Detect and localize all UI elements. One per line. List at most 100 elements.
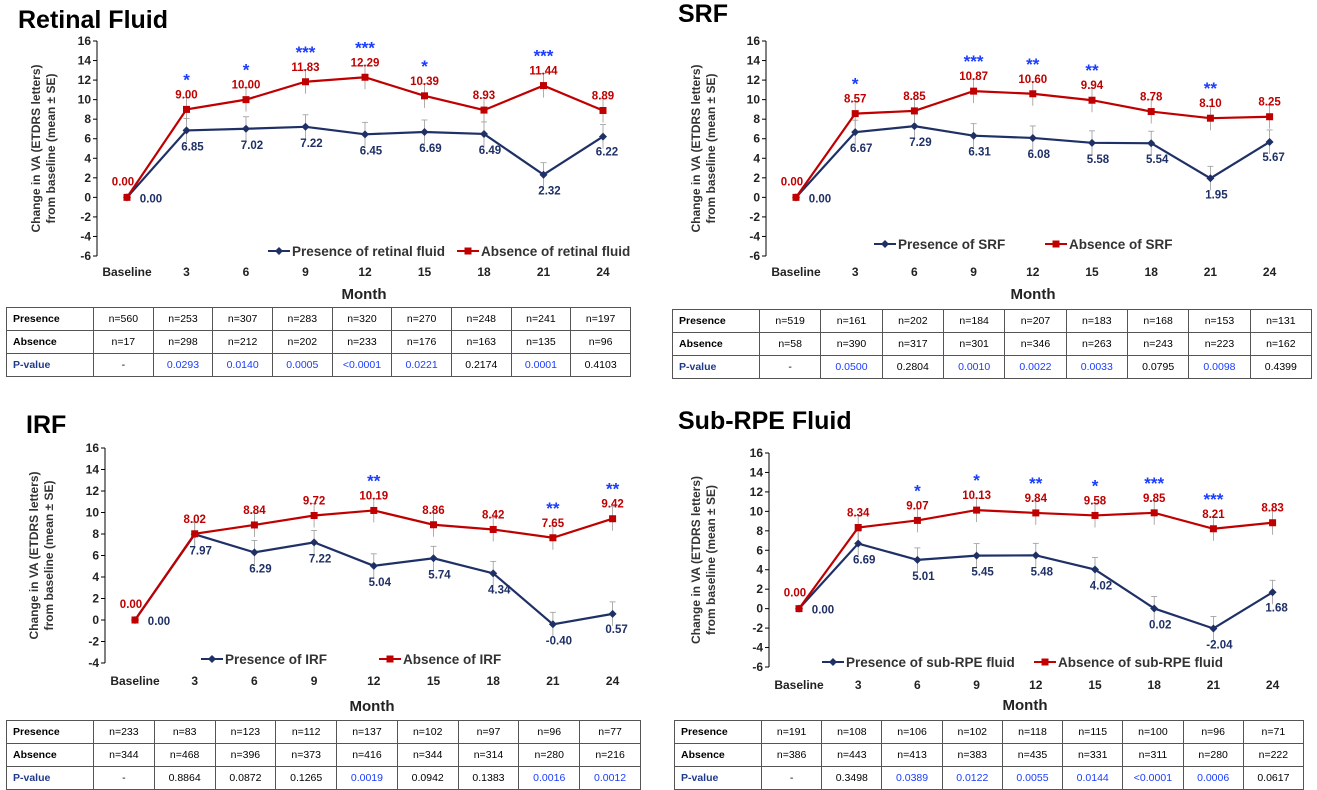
data-label: 5.74: [428, 569, 451, 581]
legend-marker: [386, 655, 394, 663]
data-point: [851, 110, 859, 118]
table-cell: n=77: [579, 720, 641, 744]
significance-star: **: [606, 480, 620, 499]
x-tick-label: 9: [973, 678, 980, 692]
legend: Presence of SRF Absence of SRF: [874, 237, 1173, 252]
y-axis: -4 -2 0 2 4 6 8 10 12 14 16: [86, 441, 106, 670]
data-point: [1209, 525, 1217, 533]
data-label: 0.00: [112, 176, 134, 188]
y-axis-label-line: from baseline (mean ± SE): [704, 485, 718, 635]
data-label: 8.83: [1261, 503, 1283, 515]
table-cell: n=344: [396, 743, 459, 767]
table-row: P-value -0.8864 0.0872 0.1265 0.0019 0.0942 0.…: [6, 766, 641, 790]
y-tick-label: -2: [749, 210, 760, 224]
table-cell: n=100: [1122, 720, 1184, 744]
y-tick-label: 0: [92, 613, 99, 627]
y-tick-label: -6: [752, 660, 763, 674]
data-point: [549, 534, 557, 542]
data-point: [131, 616, 139, 624]
table-irf: Presence n=233 n=83 n=123 n=112 n=137 n=102 n=9…: [6, 720, 641, 790]
table-cell: 0.0221: [391, 353, 452, 377]
legend-entry: Presence of retinal fluid: [292, 244, 445, 259]
table-row: Presence n=519 n=161 n=202 n=184 n=207 n=183 n=…: [672, 309, 1313, 333]
y-tick-label: 12: [750, 485, 764, 499]
data-point: [910, 122, 919, 131]
data-label: 11.83: [291, 62, 319, 74]
y-axis-label: Change in VA (ETDRS letters) from baselin…: [689, 64, 718, 232]
data-label: 0.00: [781, 176, 803, 188]
table-cell: 0.0006: [1182, 766, 1244, 790]
data-label: 6.49: [479, 145, 501, 157]
table-srf: Presence n=519 n=161 n=202 n=184 n=207 n=183 n=…: [672, 309, 1313, 379]
data-point: [302, 78, 309, 86]
legend: Presence of IRF Absence of IRF: [201, 652, 501, 667]
legend-entry: Absence of IRF: [403, 652, 501, 667]
data-label: 10.13: [962, 490, 991, 502]
data-label: 5.04: [369, 577, 392, 589]
data-point: [792, 193, 800, 201]
data-point: [851, 128, 860, 137]
data-label: 7.22: [300, 138, 322, 150]
table-cell: 0.0055: [1001, 766, 1064, 790]
y-tick-label: 2: [753, 171, 760, 185]
table-retinal-fluid: Presence n=560 n=253 n=307 n=283 n=320 n=270 n=…: [6, 307, 631, 377]
data-point: [1209, 624, 1218, 633]
significance-star: *: [852, 75, 859, 94]
data-point: [489, 569, 498, 578]
x-tick-label: 9: [311, 674, 318, 688]
x-tick-label: 21: [537, 265, 551, 279]
data-point: [608, 609, 617, 618]
x-tick-label: Baseline: [110, 674, 160, 688]
table-row-label: P-value: [6, 353, 94, 377]
data-point: [910, 107, 918, 115]
data-label: 6.31: [968, 147, 991, 159]
table-cell: n=233: [93, 720, 155, 744]
series-absence: 0.00 8.02 8.84 9.72 10.19 8.86 8.42 7.65 9.42: [120, 490, 624, 624]
table-cell: 0.0001: [510, 353, 572, 377]
data-point: [1091, 511, 1099, 519]
table-cell: n=96: [1182, 720, 1244, 744]
table-cell: n=123: [214, 720, 277, 744]
y-tick-label: -2: [80, 210, 91, 224]
legend-entry: Absence of SRF: [1069, 237, 1173, 252]
table-cell: n=320: [331, 307, 393, 331]
y-axis-label-line: Change in VA (ETDRS letters): [689, 476, 703, 644]
x-tick-label: 24: [1263, 265, 1277, 279]
data-point: [361, 130, 369, 139]
data-point: [1206, 174, 1215, 183]
data-label: 1.68: [1265, 602, 1288, 614]
table-cell: 0.4399: [1249, 355, 1313, 379]
data-label: 5.48: [1031, 566, 1054, 578]
y-tick-label: 14: [750, 465, 764, 479]
y-tick-label: 2: [84, 171, 91, 185]
y-tick-label: -2: [752, 621, 763, 635]
y-tick-label: 8: [756, 524, 763, 538]
table-cell: 0.0872: [214, 766, 277, 790]
significance-star: *: [183, 70, 190, 89]
data-label: 7.02: [241, 140, 263, 152]
y-tick-label: 4: [92, 570, 99, 584]
data-label: 0.57: [605, 624, 627, 636]
y-tick-label: 0: [753, 190, 760, 204]
data-label: 0.00: [784, 588, 806, 600]
data-label: 12.29: [351, 57, 380, 69]
table-cell: 0.0122: [941, 766, 1003, 790]
series-presence: 0.00 6.67 7.29 6.31 6.08 5.58 5.54 1.95 5.67: [792, 113, 1285, 205]
data-label: 8.57: [844, 94, 866, 106]
data-point: [1269, 519, 1277, 527]
significance-star: ***: [1144, 474, 1164, 493]
y-axis-label-line: from baseline (mean ± SE): [704, 74, 718, 224]
table-cell: n=223: [1188, 332, 1251, 356]
data-point: [242, 96, 250, 104]
table-cell: 0.3498: [821, 766, 883, 790]
x-tick-label: 21: [1204, 265, 1218, 279]
y-tick-label: 12: [86, 484, 100, 498]
data-label: 8.34: [847, 508, 870, 520]
data-label: 6.85: [181, 141, 204, 153]
table-row: Presence n=560 n=253 n=307 n=283 n=320 n=270 n=…: [6, 307, 631, 331]
chart-title: Sub-RPE Fluid: [678, 407, 852, 435]
data-point: [1147, 108, 1155, 116]
data-label: 9.42: [601, 499, 623, 511]
